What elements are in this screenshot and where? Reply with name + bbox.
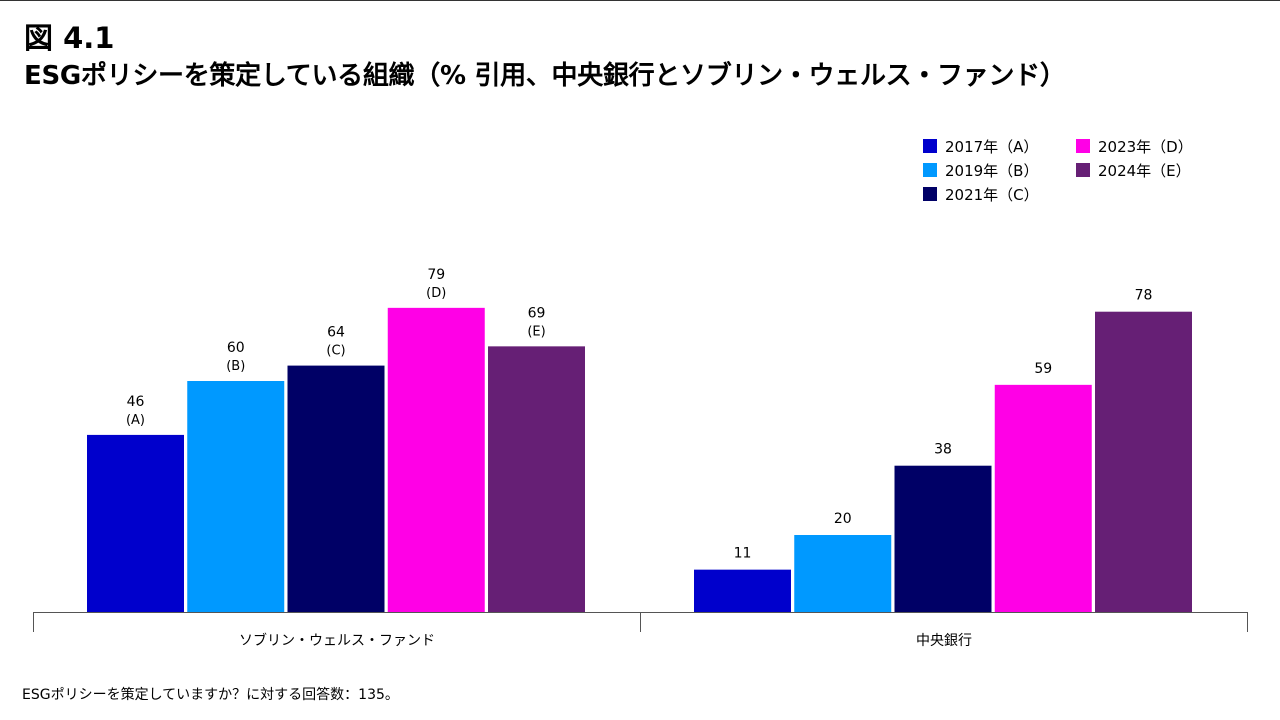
legend-label-2021: 2021年（C） (945, 185, 1039, 204)
data-sublabel: (C) (326, 344, 345, 359)
legend-item-2024: 2024年（E） (1076, 160, 1191, 180)
legend-item-2017: 2017年（A） (923, 136, 1038, 156)
data-label: 78 (1135, 288, 1153, 304)
bar (287, 365, 385, 612)
legend-swatch-2019 (923, 163, 937, 177)
legend-swatch-2024 (1076, 163, 1090, 177)
legend-item-2023: 2023年（D） (1076, 136, 1193, 156)
legend-swatch-2021 (923, 187, 937, 201)
data-label: 79 (427, 267, 445, 283)
category-label: ソブリン・ウェルス・ファンド (239, 632, 435, 649)
footnote: ESGポリシーを策定していますか？に対する回答数：135。 (22, 687, 399, 703)
data-label: 59 (1034, 361, 1052, 377)
bar (894, 465, 992, 612)
legend-swatch-2023 (1076, 139, 1090, 153)
data-label: 64 (327, 325, 345, 341)
legend-item-2019: 2019年（B） (923, 160, 1038, 180)
legend-swatch-2017 (923, 139, 937, 153)
bar (488, 346, 585, 612)
data-label: 60 (227, 340, 245, 356)
figure-number: 図 4.1 (24, 21, 115, 55)
data-label: 38 (934, 442, 952, 458)
data-sublabel: (E) (527, 324, 545, 339)
bar (87, 434, 184, 612)
legend-label-2019: 2019年（B） (945, 161, 1039, 180)
data-label: 46 (127, 394, 145, 410)
bar (994, 384, 1092, 612)
legend-label-2023: 2023年（D） (1098, 137, 1193, 156)
bar (794, 535, 892, 612)
bar (387, 307, 485, 612)
data-sublabel: (A) (126, 413, 145, 428)
data-label: 11 (734, 546, 752, 562)
legend-item-2021: 2021年（C） (923, 184, 1039, 204)
legend-label-2017: 2017年（A） (945, 137, 1039, 156)
data-sublabel: (B) (226, 359, 245, 374)
bar (694, 569, 791, 612)
data-label: 20 (834, 511, 852, 527)
chart-title: ESGポリシーを策定している組織（% 引用、中央銀行とソブリン・ウェルス・ファン… (24, 61, 1066, 91)
top-rule (0, 0, 1280, 1)
data-label: 69 (528, 305, 546, 321)
category-label: 中央銀行 (916, 633, 972, 649)
bar (1095, 311, 1192, 612)
bar (187, 381, 285, 612)
legend-label-2024: 2024年（E） (1098, 161, 1191, 180)
data-sublabel: (D) (426, 286, 446, 301)
